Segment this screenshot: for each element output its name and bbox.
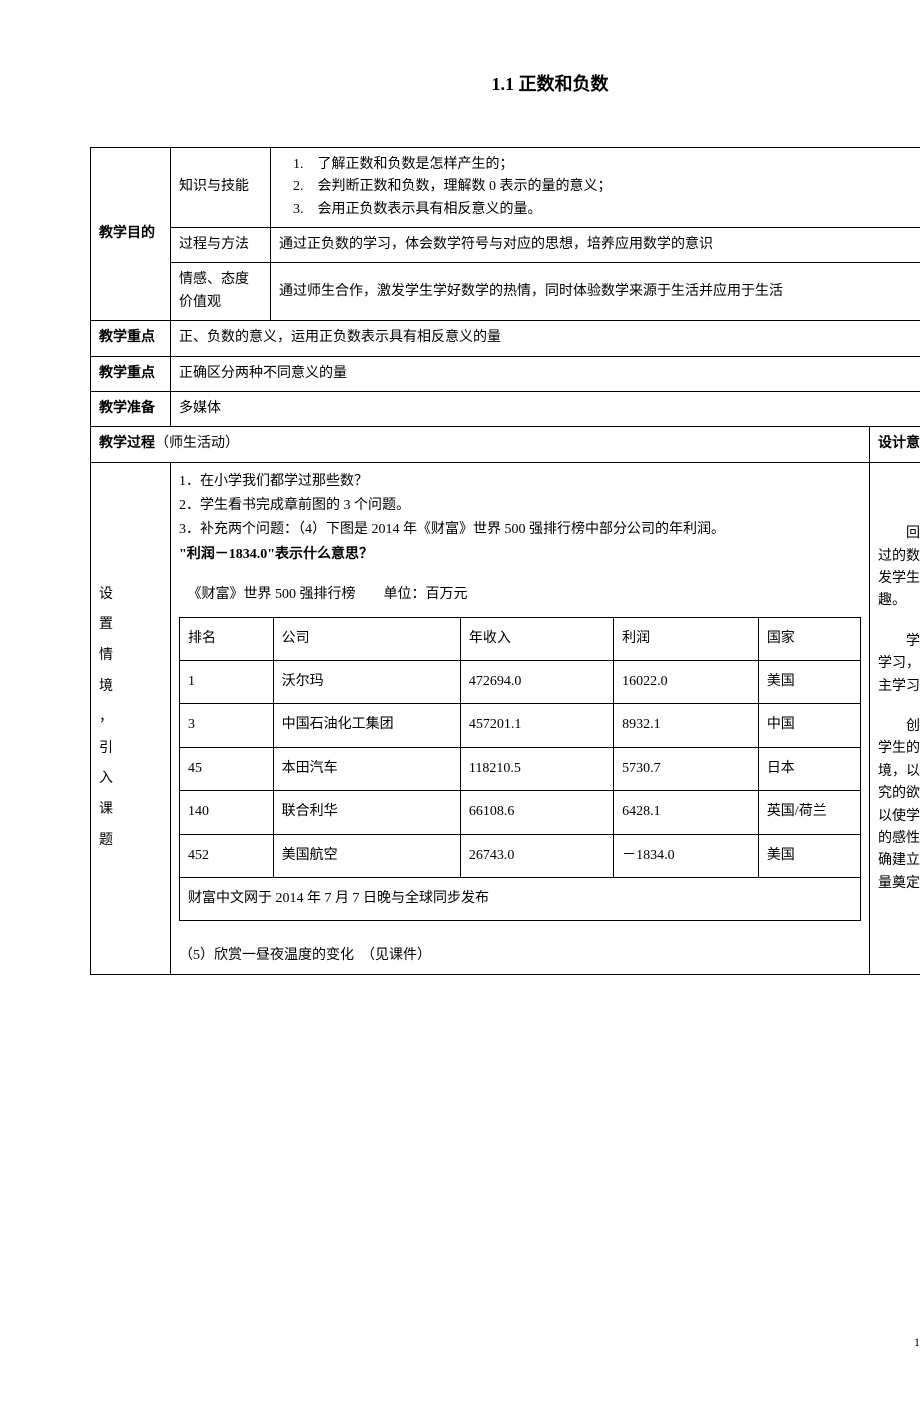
intro-line: 2．学生看书完成章前图的 3 个问题。: [179, 495, 861, 517]
cell-emotion: 通过师生合作，激发学生学好数学的热情，同时体验数学来源于生活并应用于生活: [271, 263, 920, 321]
content-cell: 1．在小学我们都学过那些数？ 2．学生看书完成章前图的 3 个问题。 3．补充两…: [171, 462, 870, 974]
lesson-plan-table: 教学目的 知识与技能 1. 了解正数和负数是怎样产生的； 2. 会判断正数和负数…: [90, 147, 920, 975]
table-row: 1 沃尔玛 472694.0 16022.0 美国: [180, 661, 861, 704]
col-country: 国家: [758, 617, 860, 660]
col-profit: 利润: [614, 617, 759, 660]
table-header-row: 排名 公司 年收入 利润 国家: [180, 617, 861, 660]
goal-item: 3. 会用正负数表示具有相反意义的量。: [310, 199, 920, 221]
table-row: 452 美国航空 26743.0 －1834.0 美国: [180, 834, 861, 877]
table-row: 140 联合利华 66108.6 6428.1 英国/荷兰: [180, 791, 861, 834]
label-prep: 教学准备: [91, 391, 171, 426]
design-p1: 回顾小学里学过的数的类型，激发学生的学习兴趣。: [878, 523, 920, 613]
label-keypoint2: 教学重点: [91, 356, 171, 391]
col-revenue: 年收入: [460, 617, 613, 660]
goal-item: 1. 了解正数和负数是怎样产生的；: [310, 154, 920, 176]
process-header-left: 教学过程（师生活动）: [91, 427, 870, 462]
label-keypoint: 教学重点: [91, 321, 171, 356]
footnote: （5）欣赏一昼夜温度的变化 （见课件）: [179, 945, 861, 967]
table-row: 3 中国石油化工集团 457201.1 8932.1 中国: [180, 704, 861, 747]
cell-knowledge: 1. 了解正数和负数是怎样产生的； 2. 会判断正数和负数，理解数 0 表示的量…: [271, 147, 920, 227]
intro-bold-question: "利润－1834.0"表示什么意思？: [179, 544, 861, 566]
label-emotion: 情感、态度价值观: [171, 263, 271, 321]
table-footer-row: 财富中文网于 2014 年 7 月 7 日晚与全球同步发布: [180, 878, 861, 921]
label-goal: 教学目的: [91, 147, 171, 320]
process-header-note: （师生活动）: [155, 436, 239, 451]
cell-process: 通过正负数的学习，体会数学符号与对应的思想，培养应用数学的意识: [271, 227, 920, 262]
process-header-right: 设计意图: [870, 427, 920, 462]
inner-title-right: 单位：百万元: [384, 587, 468, 602]
goal-item: 2. 会判断正数和负数，理解数 0 表示的量的意义；: [310, 176, 920, 198]
table-row: 45 本田汽车 118210.5 5730.7 日本: [180, 747, 861, 790]
fortune-table: 《财富》世界 500 强排行榜 单位：百万元 排名 公司 年收入 利润 国家 1…: [179, 574, 861, 921]
process-header-label: 教学过程: [99, 436, 155, 451]
section-label: 设置情境，引入课题: [91, 462, 171, 974]
design-intent-cell: 回顾小学里学过的数的类型，激发学生的学习兴趣。 学生自己看书学习，培养学生自主学…: [870, 462, 920, 974]
design-p3: 创设 5 个贴近学生的实际问题情境，以激发学生探究的欲望。而且可以使学生获取大量…: [878, 716, 920, 895]
inner-table-title: 《财富》世界 500 强排行榜 单位：百万元: [180, 574, 861, 617]
col-rank: 排名: [180, 617, 274, 660]
label-process: 过程与方法: [171, 227, 271, 262]
page-title: 1.1 正数和负数: [90, 70, 920, 99]
label-knowledge: 知识与技能: [171, 147, 271, 227]
intro-line: 1．在小学我们都学过那些数？: [179, 471, 861, 493]
intro-line: 3．补充两个问题：（4）下图是 2014 年《财富》世界 500 强排行榜中部分…: [179, 519, 861, 541]
cell-keypoint2: 正确区分两种不同意义的量: [171, 356, 920, 391]
design-p2: 学生自己看书学习，培养学生自主学习的能力: [878, 631, 920, 698]
inner-title-left: 《财富》世界 500 强排行榜: [188, 587, 356, 602]
inner-table-footer: 财富中文网于 2014 年 7 月 7 日晚与全球同步发布: [180, 878, 861, 921]
cell-prep: 多媒体: [171, 391, 920, 426]
cell-keypoint: 正、负数的意义，运用正负数表示具有相反意义的量: [171, 321, 920, 356]
page-number: 1: [914, 1333, 920, 1352]
col-company: 公司: [273, 617, 460, 660]
